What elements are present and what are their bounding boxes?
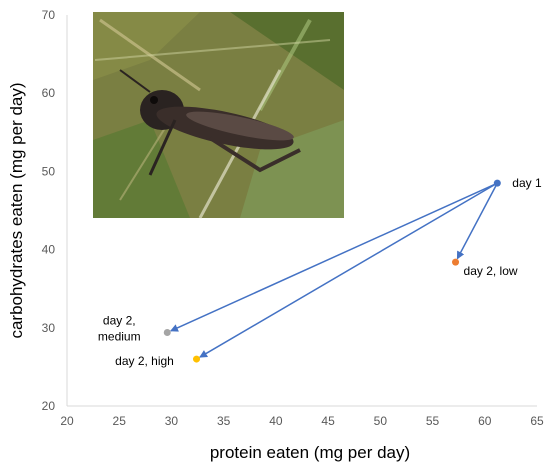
y-tick-label: 50 (42, 164, 56, 178)
y-tick-label: 30 (42, 321, 56, 335)
point-day-2-high (193, 355, 201, 363)
x-tick-label: 40 (269, 414, 283, 428)
data-points (163, 179, 501, 363)
x-tick-label: 30 (165, 414, 179, 428)
x-axis-title: protein eaten (mg per day) (210, 443, 410, 462)
arrow-to-day-2-low (456, 182, 498, 260)
grasshopper-photo (93, 12, 344, 219)
point-day-1 (493, 179, 501, 187)
point-day-2-low (452, 258, 460, 266)
x-tick-label: 45 (321, 414, 335, 428)
point-day-2-medium (163, 328, 171, 336)
label-day-2-medium: day 2, medium (98, 313, 141, 343)
y-tick-label: 40 (42, 243, 56, 257)
x-tick-label: 65 (530, 414, 544, 428)
y-tick-label: 70 (42, 8, 56, 22)
y-tick-labels: 20 30 40 50 60 70 (42, 8, 56, 413)
label-day-2-low: day 2, low (464, 264, 518, 278)
y-tick-label: 60 (42, 86, 56, 100)
arrow-to-day-2-high (199, 182, 498, 358)
label-day-1: day 1 (512, 176, 542, 190)
arrows (169, 182, 498, 358)
label-day-2-high: day 2, high (115, 354, 174, 368)
y-axis-title: carbohydrates eaten (mg per day) (7, 82, 26, 338)
x-tick-label: 25 (113, 414, 127, 428)
arrow-to-day-2-medium (169, 182, 498, 332)
point-labels: day 1 day 2, low day 2, medium day 2, high (98, 176, 542, 368)
x-tick-label: 20 (60, 414, 74, 428)
axes (66, 15, 537, 407)
x-tick-label: 35 (217, 414, 231, 428)
y-tick-label: 20 (42, 399, 56, 413)
x-tick-label: 60 (478, 414, 492, 428)
x-tick-labels: 20 25 30 35 40 45 50 55 60 65 (60, 414, 544, 428)
x-tick-label: 50 (374, 414, 388, 428)
x-tick-label: 55 (426, 414, 440, 428)
